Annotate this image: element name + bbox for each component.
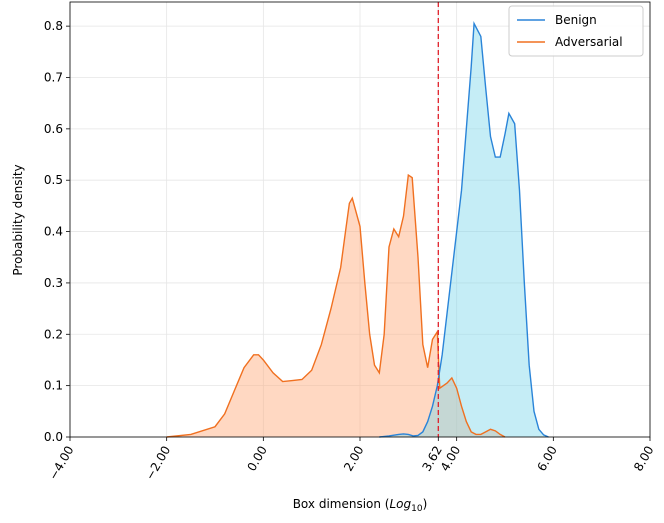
y-tick-label: 0.3 bbox=[44, 276, 63, 290]
x-label-part: 10 bbox=[411, 504, 423, 514]
y-tick-label: 0.5 bbox=[44, 173, 63, 187]
x-tick-label: −2.00 bbox=[143, 444, 174, 483]
y-tick-label: 0.7 bbox=[44, 70, 63, 84]
x-label-part: Box dimension ( bbox=[293, 497, 390, 511]
legend-label: Benign bbox=[555, 13, 597, 27]
x-axis-label: Box dimension (Log10) bbox=[293, 497, 428, 514]
x-tick-label: 2.00 bbox=[341, 444, 366, 474]
line bbox=[379, 21, 549, 438]
x-label-part: ) bbox=[423, 497, 428, 511]
y-axis-label: Probability density bbox=[11, 164, 25, 275]
y-tick-label: 0.1 bbox=[44, 379, 63, 393]
legend-label: Adversarial bbox=[555, 35, 623, 49]
x-tick-label: 0.00 bbox=[244, 444, 269, 474]
y-tick-label: 0.2 bbox=[44, 327, 63, 341]
legend-box bbox=[508, 5, 644, 57]
y-tick-label: 0.8 bbox=[44, 19, 63, 33]
y-tick-label: 0.6 bbox=[44, 122, 63, 136]
plot-frame bbox=[69, 1, 651, 438]
x-label-part: Log bbox=[389, 497, 411, 511]
x-tick-label: −4.00 bbox=[46, 444, 77, 483]
y-tick-label: 0.0 bbox=[44, 430, 63, 444]
area bbox=[379, 23, 549, 437]
y-tick-label: 0.4 bbox=[44, 225, 63, 239]
x-tick-label: 6.00 bbox=[534, 444, 559, 474]
x-tick-label: 8.00 bbox=[631, 444, 656, 474]
line bbox=[166, 173, 506, 438]
x-tick-label: 4.00 bbox=[438, 444, 463, 474]
area bbox=[166, 175, 505, 437]
